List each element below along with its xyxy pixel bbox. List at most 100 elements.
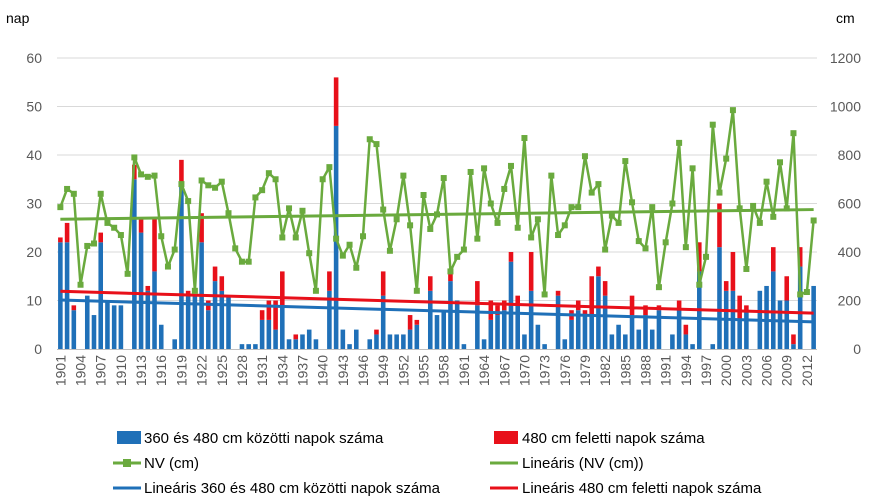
- x-tick-label: 1904: [73, 355, 89, 386]
- bar-360-480: [461, 344, 467, 349]
- x-tick-label: 1949: [375, 355, 391, 386]
- left-tick-label: 60: [26, 50, 42, 66]
- nv-point: [380, 206, 387, 213]
- bar-360-480: [501, 310, 507, 349]
- x-tick-label: 1940: [315, 355, 331, 386]
- bar-above-480: [212, 266, 218, 282]
- left-tick-label: 10: [26, 293, 42, 309]
- bar-above-480: [293, 334, 299, 340]
- nv-point: [97, 190, 104, 197]
- bar-360-480: [481, 339, 487, 349]
- nv-point: [151, 172, 158, 179]
- bar-360-480: [448, 281, 453, 349]
- bar-360-480: [246, 344, 251, 349]
- x-tick-label: 1919: [173, 355, 189, 386]
- nv-point: [676, 139, 683, 146]
- bar-above-480: [98, 232, 104, 243]
- left-tick-label: 0: [34, 341, 42, 357]
- x-tick-label: 1943: [335, 355, 351, 386]
- right-axis-unit: cm: [836, 10, 855, 26]
- bar-360-480: [226, 295, 231, 349]
- bar-360-480: [347, 344, 352, 349]
- legend-label-red-bars: 480 cm feletti napok száma: [522, 430, 705, 447]
- nv-point: [111, 224, 118, 231]
- bar-above-480: [737, 295, 742, 320]
- left-tick-label: 30: [26, 196, 42, 212]
- bar-360-480: [764, 285, 769, 349]
- bar-above-480: [528, 252, 534, 291]
- x-tick-label: 1982: [597, 355, 613, 386]
- x-tick-label: 1985: [617, 355, 633, 386]
- bar-above-480: [770, 247, 776, 272]
- nv-point: [333, 235, 340, 242]
- trend-line-above-480: [60, 289, 814, 315]
- bar-above-480: [629, 295, 635, 316]
- bar-360-480: [710, 344, 716, 349]
- legend: 360 és 480 cm közötti napok száma 480 cm…: [113, 430, 762, 497]
- nv-point: [434, 211, 440, 218]
- x-tick-label: 1901: [52, 355, 68, 386]
- nv-point: [131, 154, 138, 161]
- nv-point: [649, 204, 656, 211]
- nv-point: [655, 284, 662, 291]
- x-tick-label: 1952: [395, 355, 411, 386]
- nv-point: [312, 287, 319, 294]
- bar-360-480: [777, 300, 783, 349]
- x-tick-label: 2012: [799, 355, 815, 386]
- nv-point: [279, 234, 286, 241]
- nv-point: [561, 222, 568, 229]
- bar-above-480: [273, 300, 278, 330]
- bar-above-480: [152, 218, 157, 272]
- nv-point: [602, 246, 609, 253]
- bar-360-480: [158, 324, 164, 349]
- bar-360-480: [623, 334, 628, 349]
- nv-point: [763, 178, 770, 185]
- bar-360-480: [636, 329, 642, 349]
- nv-point: [57, 204, 64, 211]
- right-tick-label: 0: [853, 341, 861, 357]
- bar-360-480: [138, 232, 144, 349]
- left-tick-label: 50: [26, 99, 42, 115]
- bar-above-480: [589, 276, 594, 316]
- bar-above-480: [697, 242, 702, 272]
- nv-point: [205, 182, 212, 189]
- bar-360-480: [495, 315, 500, 349]
- nv-point: [393, 216, 400, 223]
- bar-above-480: [596, 266, 601, 277]
- nv-point: [218, 178, 225, 185]
- nv-point: [326, 164, 333, 171]
- bar-above-480: [327, 271, 332, 291]
- legend-label-nv-line: NV (cm): [144, 455, 199, 472]
- bar-360-480: [656, 310, 662, 349]
- bar-360-480: [589, 315, 594, 349]
- nv-point: [581, 153, 588, 160]
- nv-point: [259, 187, 266, 194]
- bar-360-480: [535, 324, 541, 349]
- bar-360-480: [562, 339, 568, 349]
- nv-point: [400, 172, 407, 179]
- bar-360-480: [253, 344, 258, 349]
- nv-point: [736, 205, 743, 212]
- nv-point: [144, 173, 151, 180]
- nv-point: [427, 225, 434, 232]
- bar-360-480: [616, 324, 621, 349]
- bar-above-480: [199, 213, 204, 243]
- nv-point: [360, 233, 367, 240]
- x-axis-ticks: 1901 1904 1907 1910 1913 1916 1919 1922 1925 1928…: [52, 355, 815, 386]
- bar-360-480: [427, 290, 433, 349]
- legend-item-nv-trend: Lineáris (NV (cm)): [490, 455, 644, 472]
- bar-above-480: [791, 334, 796, 345]
- bar-above-480: [427, 276, 433, 291]
- bar-360-480: [172, 339, 177, 349]
- bar-360-480: [280, 305, 285, 349]
- bar-360-480: [602, 295, 608, 349]
- bar-360-480: [515, 305, 520, 349]
- x-tick-label: 1994: [678, 355, 694, 386]
- nv-point: [339, 252, 346, 259]
- bar-360-480: [434, 315, 440, 349]
- nv-point: [777, 159, 784, 166]
- nv-point: [232, 245, 239, 252]
- legend-item-red-bars: 480 cm feletti napok száma: [494, 430, 705, 447]
- nv-point: [185, 198, 192, 205]
